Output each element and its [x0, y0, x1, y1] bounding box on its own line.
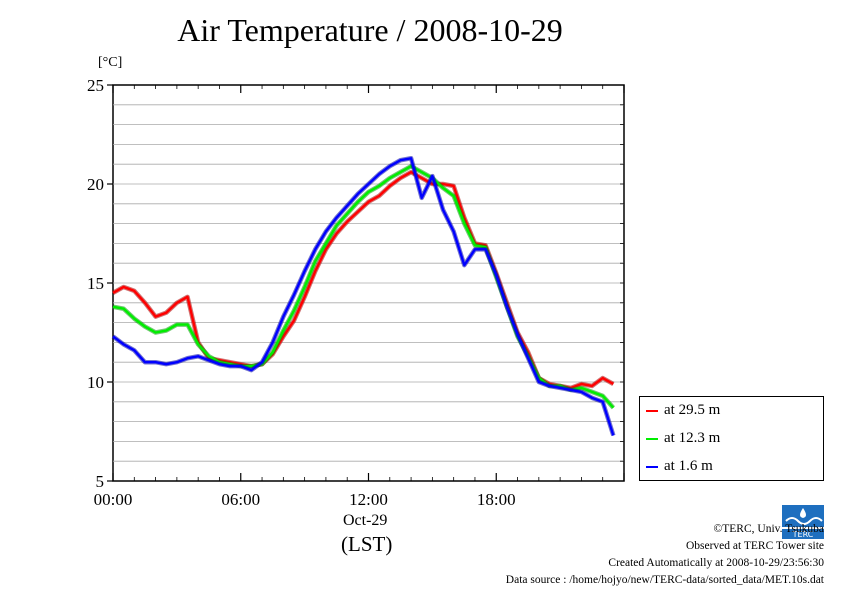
series-shadow-0: [111, 169, 615, 391]
data-series-group: [111, 156, 616, 437]
x-tick-label: 12:00: [349, 490, 388, 509]
footer-copyright: ©TERC, Univ. Tsukuba: [713, 523, 824, 535]
footer-source: Data source : /home/hojyo/new/TERC-data/…: [505, 574, 824, 586]
axis-ticks: 5 10 15 20 25 00:00 06:00 12:00 18:00: [87, 76, 625, 509]
footer-created: Created Automatically at 2008-10-29/23:5…: [608, 557, 824, 569]
legend-swatch-blue: [646, 465, 658, 468]
legend-label: at 12.3 m: [664, 430, 721, 446]
footer-observed: Observed at TERC Tower site: [685, 540, 824, 552]
y-tick-label: 15: [87, 274, 104, 293]
legend-swatch-green: [646, 437, 658, 440]
gridlines: [113, 104, 624, 462]
x-tick-label: 18:00: [477, 490, 516, 509]
x-tick-label: 06:00: [221, 490, 260, 509]
y-tick-label: 10: [87, 373, 104, 392]
y-tick-label: 20: [87, 175, 104, 194]
terc-logo-icon: TERC: [782, 505, 824, 539]
legend-label: at 1.6 m: [664, 458, 713, 474]
chart-legend: at 29.5 m at 12.3 m at 1.6 m: [639, 396, 824, 481]
chart-title: Air Temperature / 2008-10-29: [177, 12, 563, 48]
y-tick-label: 25: [87, 76, 104, 95]
x-axis-timezone-label: (LST): [341, 532, 393, 556]
legend-item-29-5m: at 29.5 m: [646, 402, 720, 419]
legend-swatch-red: [646, 409, 658, 412]
legend-item-1-6m: at 1.6 m: [646, 458, 713, 475]
legend-label: at 29.5 m: [664, 402, 721, 418]
series-line-2: [112, 157, 615, 436]
y-tick-label: 5: [96, 472, 105, 491]
logo-text: TERC: [792, 530, 814, 539]
x-tick-label: 00:00: [94, 490, 133, 509]
y-axis-unit-label: [°C]: [98, 55, 123, 70]
legend-item-12-3m: at 12.3 m: [646, 430, 720, 447]
x-axis-date-label: Oct-29: [343, 512, 388, 529]
